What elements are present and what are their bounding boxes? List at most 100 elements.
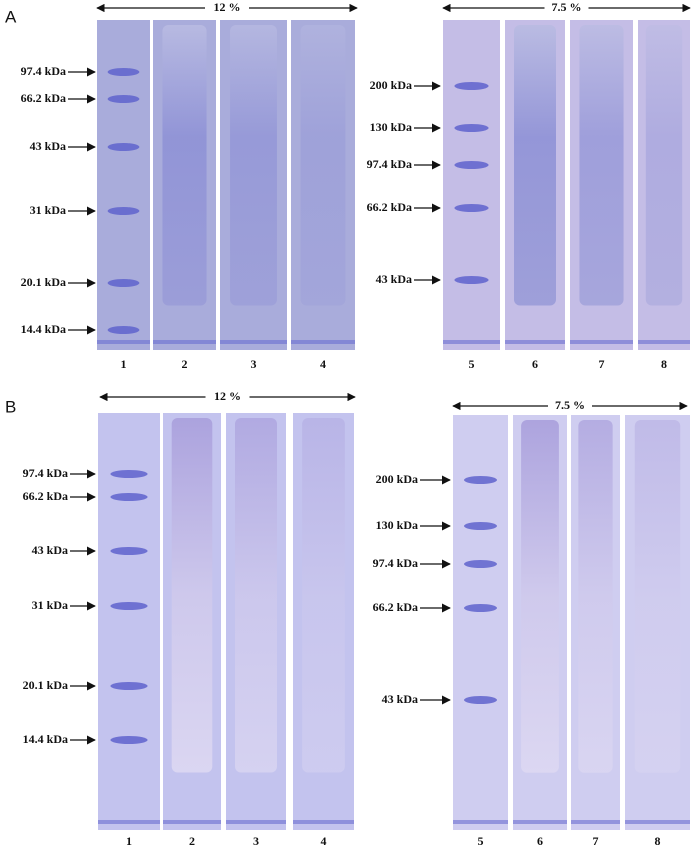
marker-label: 97.4 kDa xyxy=(21,64,66,78)
percent-bg xyxy=(544,0,589,16)
lane-number: 6 xyxy=(537,834,543,848)
dye-front xyxy=(293,820,354,824)
marker-label: 97.4 kDa xyxy=(23,466,68,480)
dye-front xyxy=(625,820,690,824)
gel-lane xyxy=(443,20,500,350)
marker-label: 43 kDa xyxy=(382,692,418,706)
panel-label: B xyxy=(5,397,16,416)
dye-front xyxy=(505,340,565,344)
lane-smear xyxy=(645,25,683,306)
marker-band xyxy=(454,276,489,284)
marker-band xyxy=(454,204,489,212)
dye-front xyxy=(153,340,216,344)
marker-label: 97.4 kDa xyxy=(367,157,412,171)
lane-number: 8 xyxy=(661,357,667,371)
dye-front xyxy=(291,340,355,344)
dye-front xyxy=(220,340,287,344)
dye-front xyxy=(571,820,620,824)
lane-number: 7 xyxy=(593,834,599,848)
marker-band xyxy=(107,95,140,103)
lane-smear xyxy=(514,25,556,306)
lane-number: 6 xyxy=(532,357,538,371)
marker-label: 66.2 kDa xyxy=(373,600,418,614)
marker-label: 31 kDa xyxy=(30,203,66,217)
marker-band xyxy=(110,602,148,610)
marker-label: 14.4 kDa xyxy=(23,732,68,746)
dye-front xyxy=(98,820,160,824)
lane-smear xyxy=(235,418,277,773)
gel-percent: 7.5 % xyxy=(552,0,582,14)
marker-label: 130 kDa xyxy=(376,518,418,532)
marker-band xyxy=(464,560,497,568)
marker-band xyxy=(110,493,148,501)
gel-percent: 12 % xyxy=(214,0,241,14)
marker-band xyxy=(464,476,497,484)
lane-smear xyxy=(578,420,613,773)
marker-band xyxy=(107,143,140,151)
lane-smear xyxy=(230,25,277,306)
gel-lane xyxy=(453,415,508,830)
lane-number: 2 xyxy=(189,834,195,848)
dye-front xyxy=(453,820,508,824)
marker-band xyxy=(454,124,489,132)
lane-number: 7 xyxy=(599,357,605,371)
marker-label: 14.4 kDa xyxy=(21,322,66,336)
lane-number: 8 xyxy=(655,834,661,848)
marker-label: 200 kDa xyxy=(376,472,418,486)
lane-smear xyxy=(521,420,559,773)
marker-label: 66.2 kDa xyxy=(23,489,68,503)
percent-bg xyxy=(548,398,592,414)
lane-number: 1 xyxy=(126,834,132,848)
lane-number: 1 xyxy=(121,357,127,371)
marker-band xyxy=(464,604,497,612)
marker-band xyxy=(107,68,140,76)
gel-percent: 12 % xyxy=(214,389,241,403)
lane-number: 2 xyxy=(182,357,188,371)
lane-smear xyxy=(300,25,346,306)
marker-label: 43 kDa xyxy=(376,272,412,286)
lane-number: 4 xyxy=(320,357,326,371)
marker-band xyxy=(464,696,497,704)
lane-smear xyxy=(302,418,345,773)
marker-band xyxy=(110,736,148,744)
lane-number: 5 xyxy=(469,357,475,371)
marker-band xyxy=(454,161,489,169)
marker-band xyxy=(107,279,140,287)
lane-smear xyxy=(162,25,207,306)
marker-label: 43 kDa xyxy=(32,543,68,557)
marker-label: 66.2 kDa xyxy=(21,91,66,105)
marker-label: 97.4 kDa xyxy=(373,556,418,570)
percent-bg xyxy=(205,0,249,16)
lane-number: 3 xyxy=(251,357,257,371)
dye-front xyxy=(638,340,690,344)
marker-band xyxy=(454,82,489,90)
dye-front xyxy=(570,340,633,344)
lane-smear xyxy=(634,420,681,773)
gel-lane xyxy=(98,413,160,830)
marker-label: 43 kDa xyxy=(30,139,66,153)
marker-label: 20.1 kDa xyxy=(21,275,66,289)
marker-band xyxy=(110,547,148,555)
dye-front xyxy=(443,340,500,344)
marker-band xyxy=(107,207,140,215)
marker-label: 31 kDa xyxy=(32,598,68,612)
marker-label: 66.2 kDa xyxy=(367,200,412,214)
lane-number: 5 xyxy=(478,834,484,848)
marker-band xyxy=(110,470,148,478)
marker-band xyxy=(107,326,140,334)
lane-number: 4 xyxy=(321,834,327,848)
dye-front xyxy=(97,340,150,344)
lane-smear xyxy=(171,418,213,773)
dye-front xyxy=(163,820,221,824)
percent-bg xyxy=(205,389,250,405)
panel-label: A xyxy=(5,7,17,26)
dye-front xyxy=(513,820,567,824)
gel-percent: 7.5 % xyxy=(555,398,585,412)
lane-smear xyxy=(579,25,624,306)
dye-front xyxy=(226,820,286,824)
marker-band xyxy=(464,522,497,530)
lane-number: 3 xyxy=(253,834,259,848)
marker-band xyxy=(110,682,148,690)
marker-label: 200 kDa xyxy=(370,78,412,92)
